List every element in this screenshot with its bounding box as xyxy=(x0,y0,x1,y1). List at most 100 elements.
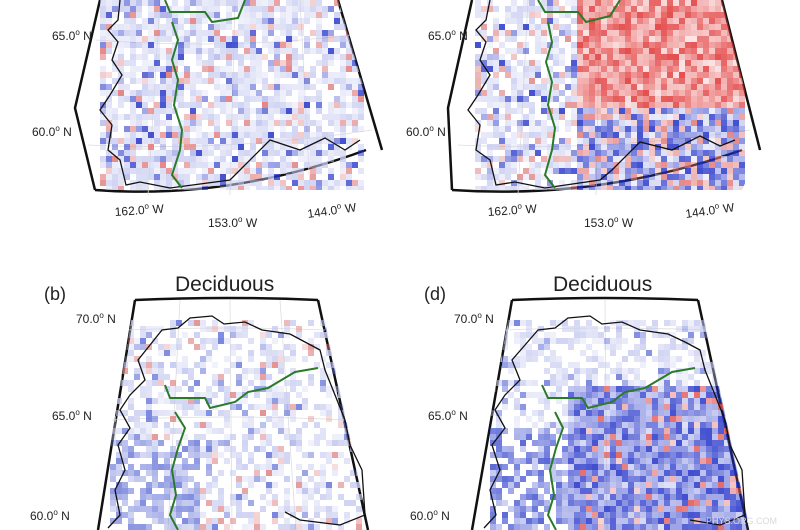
raster-cell xyxy=(679,120,685,126)
raster-cell xyxy=(715,54,721,60)
raster-cell xyxy=(598,464,604,470)
raster-cell xyxy=(598,452,604,458)
raster-cell xyxy=(589,36,595,42)
raster-cell xyxy=(128,506,134,512)
raster-cell xyxy=(356,380,362,386)
raster-cell xyxy=(214,174,220,180)
raster-cell xyxy=(637,42,643,48)
raster-cell xyxy=(164,452,170,458)
raster-cell xyxy=(739,150,745,156)
raster-cell xyxy=(338,410,344,416)
raster-cell xyxy=(694,362,700,368)
raster-cell xyxy=(188,440,194,446)
raster-cell xyxy=(700,326,706,332)
raster-cell xyxy=(487,156,493,162)
raster-cell xyxy=(520,320,526,326)
raster-cell xyxy=(688,422,694,428)
raster-cell xyxy=(715,156,721,162)
raster-cell xyxy=(565,96,571,102)
raster-cell xyxy=(352,138,358,144)
raster-cell xyxy=(613,42,619,48)
raster-cell xyxy=(523,144,529,150)
raster-cell xyxy=(634,440,640,446)
raster-cell xyxy=(118,54,124,60)
raster-cell xyxy=(146,494,152,500)
raster-cell xyxy=(685,108,691,114)
raster-cell xyxy=(112,30,118,36)
raster-cell xyxy=(148,132,154,138)
raster-cell xyxy=(604,326,610,332)
raster-cell xyxy=(604,428,610,434)
raster-cell xyxy=(634,404,640,410)
raster-cell xyxy=(250,42,256,48)
raster-cell xyxy=(511,18,517,24)
raster-cell xyxy=(290,524,296,530)
raster-cell xyxy=(556,500,562,506)
raster-cell xyxy=(256,18,262,24)
raster-cell xyxy=(100,72,106,78)
raster-cell xyxy=(142,168,148,174)
raster-cell xyxy=(640,338,646,344)
raster-cell xyxy=(700,458,706,464)
raster-cell xyxy=(712,422,718,428)
raster-cell xyxy=(487,54,493,60)
raster-cell xyxy=(184,0,190,6)
raster-cell xyxy=(688,338,694,344)
raster-cell xyxy=(118,156,124,162)
raster-cell xyxy=(673,12,679,18)
raster-cell xyxy=(154,120,160,126)
raster-cell xyxy=(721,36,727,42)
raster-cell xyxy=(610,404,616,410)
raster-cell xyxy=(613,108,619,114)
raster-cell xyxy=(106,180,112,186)
raster-cell xyxy=(226,6,232,12)
raster-cell xyxy=(529,174,535,180)
raster-cell xyxy=(190,144,196,150)
raster-cell xyxy=(640,494,646,500)
raster-cell xyxy=(152,476,158,482)
raster-cell xyxy=(194,332,200,338)
raster-cell xyxy=(286,168,292,174)
raster-cell xyxy=(625,180,631,186)
raster-cell xyxy=(652,440,658,446)
raster-cell xyxy=(340,96,346,102)
raster-cell xyxy=(272,494,278,500)
raster-cell xyxy=(685,36,691,42)
raster-cell xyxy=(130,162,136,168)
raster-cell xyxy=(706,398,712,404)
raster-cell xyxy=(736,500,742,506)
raster-cell xyxy=(280,30,286,36)
raster-cell xyxy=(730,512,736,518)
raster-cell xyxy=(352,30,358,36)
raster-cell xyxy=(304,186,310,190)
raster-cell xyxy=(146,506,152,512)
raster-cell xyxy=(332,338,338,344)
raster-cell xyxy=(619,96,625,102)
raster-cell xyxy=(232,186,238,190)
raster-cell xyxy=(230,404,236,410)
raster-cell xyxy=(718,518,724,524)
raster-cell xyxy=(724,482,730,488)
raster-cell xyxy=(682,434,688,440)
raster-cell xyxy=(511,108,517,114)
panel-letter: (b) xyxy=(44,284,66,304)
raster-cell xyxy=(493,36,499,42)
raster-cell xyxy=(316,24,322,30)
raster-cell xyxy=(538,512,544,518)
raster-cell xyxy=(616,374,622,380)
raster-cell xyxy=(248,500,254,506)
raster-cell xyxy=(661,156,667,162)
raster-cell xyxy=(520,356,526,362)
raster-cell xyxy=(322,48,328,54)
raster-cell xyxy=(562,458,568,464)
raster-cell xyxy=(586,500,592,506)
raster-cell xyxy=(166,150,172,156)
raster-cell xyxy=(358,84,364,90)
raster-cell xyxy=(523,132,529,138)
raster-cell xyxy=(595,156,601,162)
raster-cell xyxy=(262,138,268,144)
raster-cell xyxy=(164,458,170,464)
raster-cell xyxy=(142,144,148,150)
raster-cell xyxy=(214,0,220,6)
raster-cell xyxy=(715,126,721,132)
